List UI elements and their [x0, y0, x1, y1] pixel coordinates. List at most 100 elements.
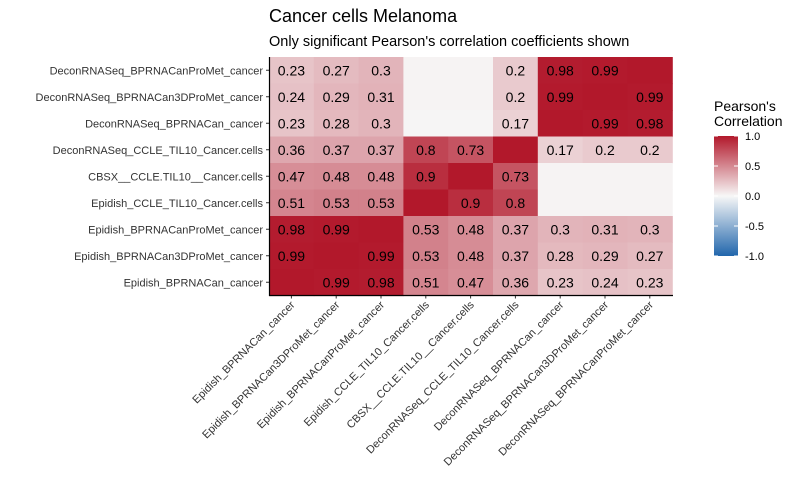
heatmap-cell: [403, 163, 449, 191]
heatmap-cell: [269, 83, 315, 111]
cell-value-label: 0.3: [371, 115, 391, 131]
heatmap-cell: [403, 216, 449, 244]
heatmap-cell: [493, 136, 539, 164]
heatmap-cell: [313, 136, 360, 164]
cell-value-label: 0.24: [278, 89, 305, 105]
cell-value-label: 0.48: [457, 221, 484, 237]
heatmap-cell: [403, 83, 449, 111]
cell-value-label: 0.3: [550, 221, 570, 237]
y-tick-label: Epidish_BPRNACanProMet_cancer: [88, 224, 263, 236]
cell-value-label: 0.23: [636, 274, 663, 290]
cell-value-label: 0.99: [323, 274, 350, 290]
heatmap-cell: [358, 136, 404, 164]
y-tick-label: DeconRNASeq_CCLE_TIL10_Cancer.cells: [53, 145, 264, 157]
heatmap-cell: [269, 57, 315, 85]
heatmap-cell: [269, 136, 315, 164]
heatmap-cell: [313, 216, 360, 244]
cell-value-label: 0.48: [367, 168, 394, 184]
cell-value-label: 0.99: [591, 62, 618, 78]
x-tick-label: DeconRNASeq_BPRNACanProMet_cancer: [497, 299, 657, 459]
cell-value-label: 0.37: [367, 142, 394, 158]
heatmap-cell: [313, 110, 360, 138]
heatmap-cell: [582, 242, 628, 270]
heatmap-cell: [582, 136, 628, 164]
cell-value-label: 0.37: [502, 248, 529, 264]
cell-value-label: 0.23: [547, 274, 574, 290]
heatmap-cell: [493, 216, 539, 244]
heatmap-cell: [582, 83, 628, 111]
chart-title: Cancer cells Melanoma: [269, 6, 458, 26]
cell-value-label: 0.17: [502, 115, 529, 131]
heatmap-cell: [537, 189, 584, 217]
cell-value-label: 0.9: [461, 195, 481, 211]
y-axis-tick-labels: DeconRNASeq_BPRNACanProMet_cancer DeconRN…: [36, 65, 269, 289]
cell-value-label: 0.9: [416, 168, 436, 184]
heatmap-cell: [313, 242, 360, 270]
cell-value-label: 0.99: [323, 221, 350, 237]
heatmap-cell: [448, 269, 494, 297]
cell-value-label: 0.98: [278, 221, 305, 237]
cell-value-label: 0.2: [506, 89, 526, 105]
legend-tick-label: 0.0: [745, 191, 760, 203]
heatmap-cell: [627, 83, 673, 111]
heatmap-cell: [627, 57, 673, 85]
heatmap-cell: [269, 269, 315, 297]
heatmap-cell: [627, 216, 673, 244]
heatmap-cell: [448, 136, 494, 164]
heatmap-cell: [582, 216, 628, 244]
y-tick-label: Epidish_BPRNACan3DProMet_cancer: [74, 251, 263, 263]
heatmap-cell: [358, 83, 404, 111]
cell-value-label: 0.36: [502, 274, 529, 290]
heatmap-cell: [448, 83, 494, 111]
cell-value-label: 0.73: [502, 168, 529, 184]
heatmap-cell: [582, 269, 628, 297]
heatmap-cell: [358, 216, 404, 244]
cell-value-label: 0.27: [636, 248, 663, 264]
heatmap-cell: [627, 242, 673, 270]
heatmap-cell: [313, 189, 360, 217]
cell-value-label: 0.36: [278, 142, 305, 158]
y-tick-label: Epidish_BPRNACan_cancer: [124, 277, 264, 289]
cell-value-label: 0.99: [547, 89, 574, 105]
heatmap-cell: [537, 57, 584, 85]
heatmap-cell: [627, 269, 673, 297]
legend-title-line-1: Pearson's: [714, 98, 776, 114]
cell-value-label: 0.24: [591, 274, 618, 290]
heatmap-cell: [269, 242, 315, 270]
cell-value-label: 0.17: [547, 142, 574, 158]
heatmap-cell: [403, 57, 449, 85]
chart-subtitle: Only significant Pearson's correlation c…: [269, 34, 629, 50]
heatmap-cell: [403, 242, 449, 270]
cell-value-label: 0.8: [416, 142, 436, 158]
cell-value-label: 0.73: [457, 142, 484, 158]
cell-value-label: 0.2: [506, 62, 526, 78]
cell-value-label: 0.48: [323, 168, 350, 184]
heatmap-cell: [358, 189, 404, 217]
heatmap-cell: [358, 57, 404, 85]
heatmap-cell: [403, 269, 449, 297]
cell-value-label: 0.98: [636, 115, 663, 131]
cell-value-label: 0.99: [636, 89, 663, 105]
heatmap-cell: [627, 110, 673, 138]
heatmap-cell: [493, 242, 539, 270]
heatmap-cell: [313, 83, 360, 111]
heatmap-cell: [582, 189, 628, 217]
heatmap-cell: [313, 269, 360, 297]
heatmap-cell: [269, 216, 315, 244]
heatmap-cell: [627, 163, 673, 191]
heatmap-cell: [582, 110, 628, 138]
cell-value-label: 0.29: [323, 89, 350, 105]
heatmap-cell: [403, 110, 449, 138]
color-legend: Pearson's Correlation 1.0 0.5 0.0 -0.5 -1.0: [714, 98, 782, 263]
heatmap-cell: [448, 242, 494, 270]
heatmap-cell: [537, 136, 584, 164]
cell-value-label: 0.99: [591, 115, 618, 131]
heatmap-cell: [358, 163, 404, 191]
cell-value-label: 0.3: [640, 221, 660, 237]
heatmap-cell: [493, 57, 539, 85]
y-tick-label: DeconRNASeq_BPRNACan_cancer: [85, 118, 263, 130]
heatmap-cell: [448, 57, 494, 85]
cell-value-label: 0.28: [323, 115, 350, 131]
cell-value-label: 0.23: [278, 62, 305, 78]
